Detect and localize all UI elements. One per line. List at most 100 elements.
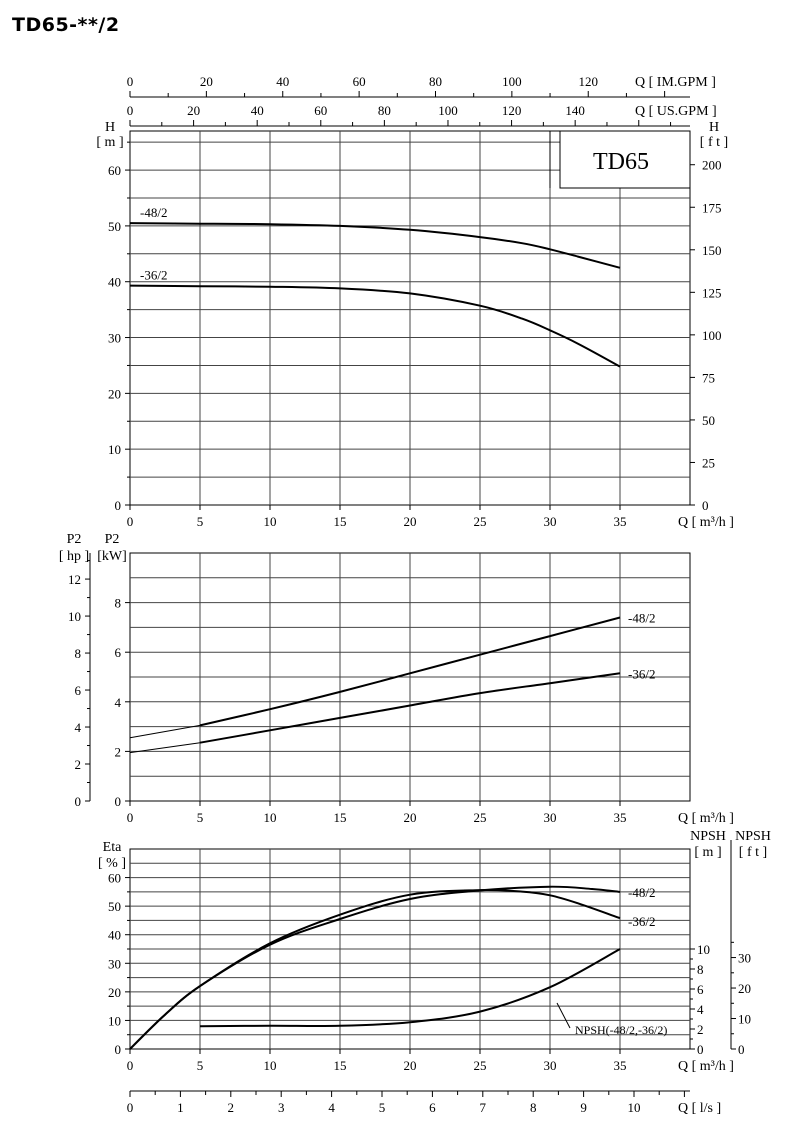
head-curve-36 (129, 284, 621, 368)
power-series-label: -36/2 (628, 666, 655, 681)
eta-y-axis-title: Eta (103, 840, 122, 855)
npsh-ft-tick-label: 30 (738, 951, 751, 966)
eta-x-tick-label: 5 (197, 1058, 204, 1073)
eta-series-label: -36/2 (628, 914, 655, 929)
head-x-tick-label: 20 (404, 514, 417, 529)
im-gpm-tick-label: 100 (502, 74, 522, 89)
power-hp-tick-label: 12 (68, 572, 81, 587)
head-y-tick-label: 20 (108, 386, 121, 401)
head-ft-tick-label: 25 (702, 455, 715, 470)
eta-curve-36 (129, 888, 621, 1050)
npsh-m-tick-label: 6 (697, 982, 704, 997)
us-gpm-tick-label: 100 (438, 103, 458, 118)
head-ft-axis-unit: [ f t ] (700, 135, 728, 150)
head-ft-tick-label: 75 (702, 370, 715, 385)
head-curve-48 (129, 222, 621, 269)
ls-tick-label: 9 (580, 1100, 587, 1115)
power-x-tick-label: 15 (334, 810, 347, 825)
head-y-tick-label: 60 (108, 163, 121, 178)
power-kw-tick-label: 8 (115, 596, 122, 611)
head-x-tick-label: 10 (264, 514, 277, 529)
eta-x-tick-label: 10 (264, 1058, 277, 1073)
npsh-series-label: NPSH(-48/2,-36/2) (575, 1023, 667, 1037)
us-gpm-axis-label: Q [ US.GPM ] (635, 104, 717, 119)
npsh-m-tick-label: 4 (697, 1002, 704, 1017)
head-x-tick-label: 35 (614, 514, 627, 529)
npsh-m-tick-label: 0 (697, 1042, 704, 1057)
power-x-tick-label: 25 (474, 810, 487, 825)
head-x-tick-label: 15 (334, 514, 347, 529)
ls-tick-label: 2 (228, 1100, 235, 1115)
npsh-m-tick-label: 10 (697, 942, 710, 957)
head-y-tick-label: 30 (108, 331, 121, 346)
ls-tick-label: 8 (530, 1100, 537, 1115)
power-x-tick-label: 5 (197, 810, 204, 825)
ls-tick-label: 10 (628, 1100, 641, 1115)
power-series-label: -48/2 (628, 610, 655, 625)
im-gpm-tick-label: 80 (429, 74, 442, 89)
eta-y-tick-label: 10 (108, 1013, 121, 1028)
ls-tick-label: 0 (127, 1100, 134, 1115)
npsh-m-tick-label: 8 (697, 962, 704, 977)
chart-title: TD65-**/2 (12, 14, 120, 36)
eta-x-tick-label: 20 (404, 1058, 417, 1073)
power-kw-tick-label: 2 (115, 744, 122, 759)
ls-tick-label: 7 (480, 1100, 487, 1115)
power-x-tick-label: 0 (127, 810, 134, 825)
power-curve-extension (129, 742, 201, 754)
head-ft-tick-label: 100 (702, 328, 722, 343)
us-gpm-tick-label: 60 (314, 103, 327, 118)
head-ft-tick-label: 150 (702, 243, 722, 258)
eta-y-tick-label: 60 (108, 871, 121, 886)
us-gpm-tick-label: 0 (127, 103, 134, 118)
im-gpm-tick-label: 120 (578, 74, 598, 89)
power-hp-tick-label: 2 (75, 757, 82, 772)
eta-x-tick-label: 0 (127, 1058, 134, 1073)
head-y-axis-title: H (105, 120, 115, 135)
ls-axis-label: Q [ l/s ] (678, 1101, 721, 1116)
power-x-tick-label: 30 (544, 810, 557, 825)
us-gpm-tick-label: 140 (565, 103, 585, 118)
head-x-tick-label: 30 (544, 514, 557, 529)
eta-y-tick-label: 30 (108, 956, 121, 971)
head-ft-axis-title: H (709, 120, 719, 135)
power-hp-tick-label: 10 (68, 609, 81, 624)
model-label: TD65 (593, 149, 649, 175)
head-x-tick-label: 5 (197, 514, 204, 529)
head-ft-tick-label: 0 (702, 498, 709, 513)
ls-tick-label: 6 (429, 1100, 436, 1115)
power-x-tick-label: 10 (264, 810, 277, 825)
npsh-m-tick-label: 2 (697, 1022, 704, 1037)
ls-tick-label: 5 (379, 1100, 386, 1115)
ls-tick-label: 3 (278, 1100, 285, 1115)
im-gpm-tick-label: 40 (276, 74, 289, 89)
eta-y-axis-unit: [ % ] (98, 856, 126, 871)
npsh-ft-tick-label: 10 (738, 1012, 751, 1027)
power-hp-axis-unit: [ hp ] (59, 549, 89, 564)
us-gpm-tick-label: 80 (378, 103, 391, 118)
head-y-tick-label: 0 (115, 498, 122, 513)
power-hp-tick-label: 4 (75, 720, 82, 735)
head-ft-tick-label: 50 (702, 413, 715, 428)
power-curve-36 (199, 672, 621, 744)
npsh-ft-axis-title: NPSH (735, 829, 771, 844)
eta-series-label: -48/2 (628, 885, 655, 900)
power-kw-tick-label: 6 (115, 645, 122, 660)
power-x-tick-label: 35 (614, 810, 627, 825)
npsh-curve (199, 948, 621, 1028)
im-gpm-tick-label: 60 (353, 74, 366, 89)
power-kw-tick-label: 4 (115, 695, 122, 710)
head-y-tick-label: 10 (108, 442, 121, 457)
power-curve-48 (199, 616, 621, 727)
eta-x-tick-label: 15 (334, 1058, 347, 1073)
head-series-label: -48/2 (140, 205, 167, 220)
power-hp-tick-label: 8 (75, 646, 82, 661)
power-kw-axis-unit: [kW] (97, 549, 127, 564)
us-gpm-tick-label: 120 (502, 103, 522, 118)
head-y-tick-label: 40 (108, 275, 121, 290)
power-x-tick-label: 20 (404, 810, 417, 825)
eta-y-tick-label: 0 (115, 1042, 122, 1057)
power-hp-tick-label: 6 (75, 683, 82, 698)
power-kw-tick-label: 0 (115, 794, 122, 809)
